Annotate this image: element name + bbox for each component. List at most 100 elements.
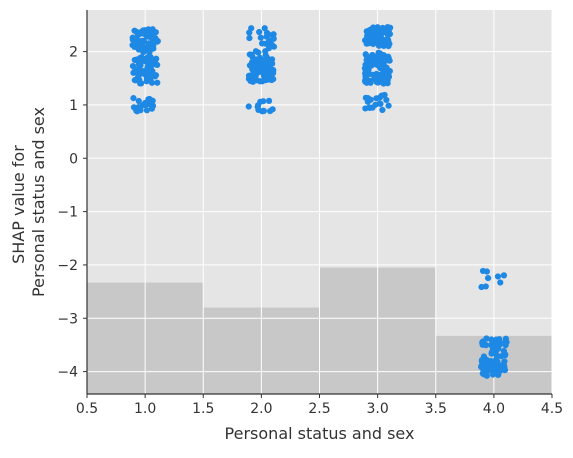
data-point xyxy=(154,79,161,86)
data-point xyxy=(378,92,385,99)
data-point xyxy=(262,40,269,47)
data-point xyxy=(154,38,161,45)
data-point xyxy=(375,28,382,35)
data-point xyxy=(149,68,156,75)
y-axis-label: SHAP value for Personal status and sex xyxy=(9,107,48,297)
data-point xyxy=(369,51,376,59)
data-point xyxy=(379,106,386,114)
data-point xyxy=(146,95,153,103)
data-point xyxy=(501,352,509,359)
data-point xyxy=(139,39,146,46)
y-axis-label-line-2: Personal status and sex xyxy=(29,107,48,297)
x-tick-label: 2.0 xyxy=(250,401,272,417)
data-point xyxy=(249,59,256,66)
x-axis-ticks: 0.5 1.0 1.5 2.0 2.5 3.0 3.5 4.0 4.5 xyxy=(76,394,563,417)
data-point xyxy=(502,342,509,349)
data-point xyxy=(257,34,264,41)
data-point xyxy=(483,268,491,275)
data-point xyxy=(485,274,492,282)
data-point xyxy=(149,102,156,110)
data-point xyxy=(370,35,378,42)
data-point xyxy=(129,63,137,70)
data-point xyxy=(145,40,153,47)
data-point xyxy=(134,36,141,43)
data-point xyxy=(478,283,485,291)
y-tick-label: 0 xyxy=(69,151,78,167)
data-point xyxy=(247,73,254,80)
y-tick-label: 2 xyxy=(69,45,78,61)
data-point xyxy=(380,80,387,87)
data-point xyxy=(364,98,371,105)
data-point xyxy=(385,55,392,62)
data-point xyxy=(260,98,267,105)
data-point xyxy=(137,57,144,64)
x-tick-label: 4.0 xyxy=(483,401,505,417)
data-point xyxy=(488,336,495,343)
y-tick-label: −3 xyxy=(57,311,78,327)
data-point xyxy=(249,53,256,60)
data-point xyxy=(378,51,386,58)
data-point xyxy=(479,341,486,348)
data-point xyxy=(135,30,142,37)
data-point xyxy=(495,371,502,378)
data-point xyxy=(139,70,147,77)
data-point xyxy=(256,28,263,36)
y-axis-ticks: 2 1 0 −1 −2 −3 −4 xyxy=(57,45,87,381)
data-point xyxy=(263,57,270,64)
data-point xyxy=(150,58,157,65)
data-point xyxy=(143,107,151,114)
data-point xyxy=(254,103,261,111)
x-tick-label: 3.5 xyxy=(425,401,447,417)
data-point xyxy=(130,95,137,102)
data-point xyxy=(268,56,276,63)
data-point xyxy=(270,35,277,42)
data-point xyxy=(378,59,386,66)
data-point xyxy=(134,77,141,84)
x-tick-label: 1.5 xyxy=(192,401,214,417)
data-point xyxy=(129,41,136,49)
data-point xyxy=(246,29,253,36)
x-tick-label: 0.5 xyxy=(76,401,98,417)
data-point xyxy=(256,78,264,85)
data-point xyxy=(491,358,499,365)
data-point xyxy=(130,69,137,76)
data-point xyxy=(495,345,502,352)
data-point xyxy=(135,106,142,113)
data-point xyxy=(149,26,156,33)
y-tick-label: 1 xyxy=(69,98,78,114)
data-point xyxy=(385,102,392,109)
x-tick-label: 3.0 xyxy=(366,401,388,417)
y-axis-label-line-1: SHAP value for xyxy=(9,145,28,264)
data-point xyxy=(478,356,486,364)
data-point xyxy=(245,103,252,110)
data-point xyxy=(262,48,269,55)
data-point xyxy=(489,365,496,373)
data-point xyxy=(383,96,390,104)
data-point xyxy=(266,108,274,115)
data-point xyxy=(261,25,268,32)
data-point xyxy=(265,97,273,104)
data-point xyxy=(255,49,262,56)
x-tick-label: 2.5 xyxy=(308,401,330,417)
gridlines xyxy=(86,10,553,394)
data-point xyxy=(249,78,256,85)
data-point xyxy=(366,79,373,86)
data-point xyxy=(479,370,486,377)
data-point xyxy=(260,72,268,80)
data-point xyxy=(371,59,378,66)
x-axis-label: Personal status and sex xyxy=(225,424,415,443)
data-point xyxy=(270,66,277,74)
data-point xyxy=(497,279,504,286)
y-tick-label: −1 xyxy=(57,205,78,221)
data-point xyxy=(364,30,371,38)
data-point xyxy=(139,102,146,109)
data-point xyxy=(264,63,271,70)
data-point xyxy=(488,350,495,357)
data-point xyxy=(366,104,373,111)
y-tick-label: −4 xyxy=(57,365,78,381)
data-point xyxy=(366,59,373,66)
data-point xyxy=(265,31,272,38)
data-point xyxy=(494,273,502,280)
data-point xyxy=(500,272,508,279)
data-points xyxy=(129,24,510,379)
